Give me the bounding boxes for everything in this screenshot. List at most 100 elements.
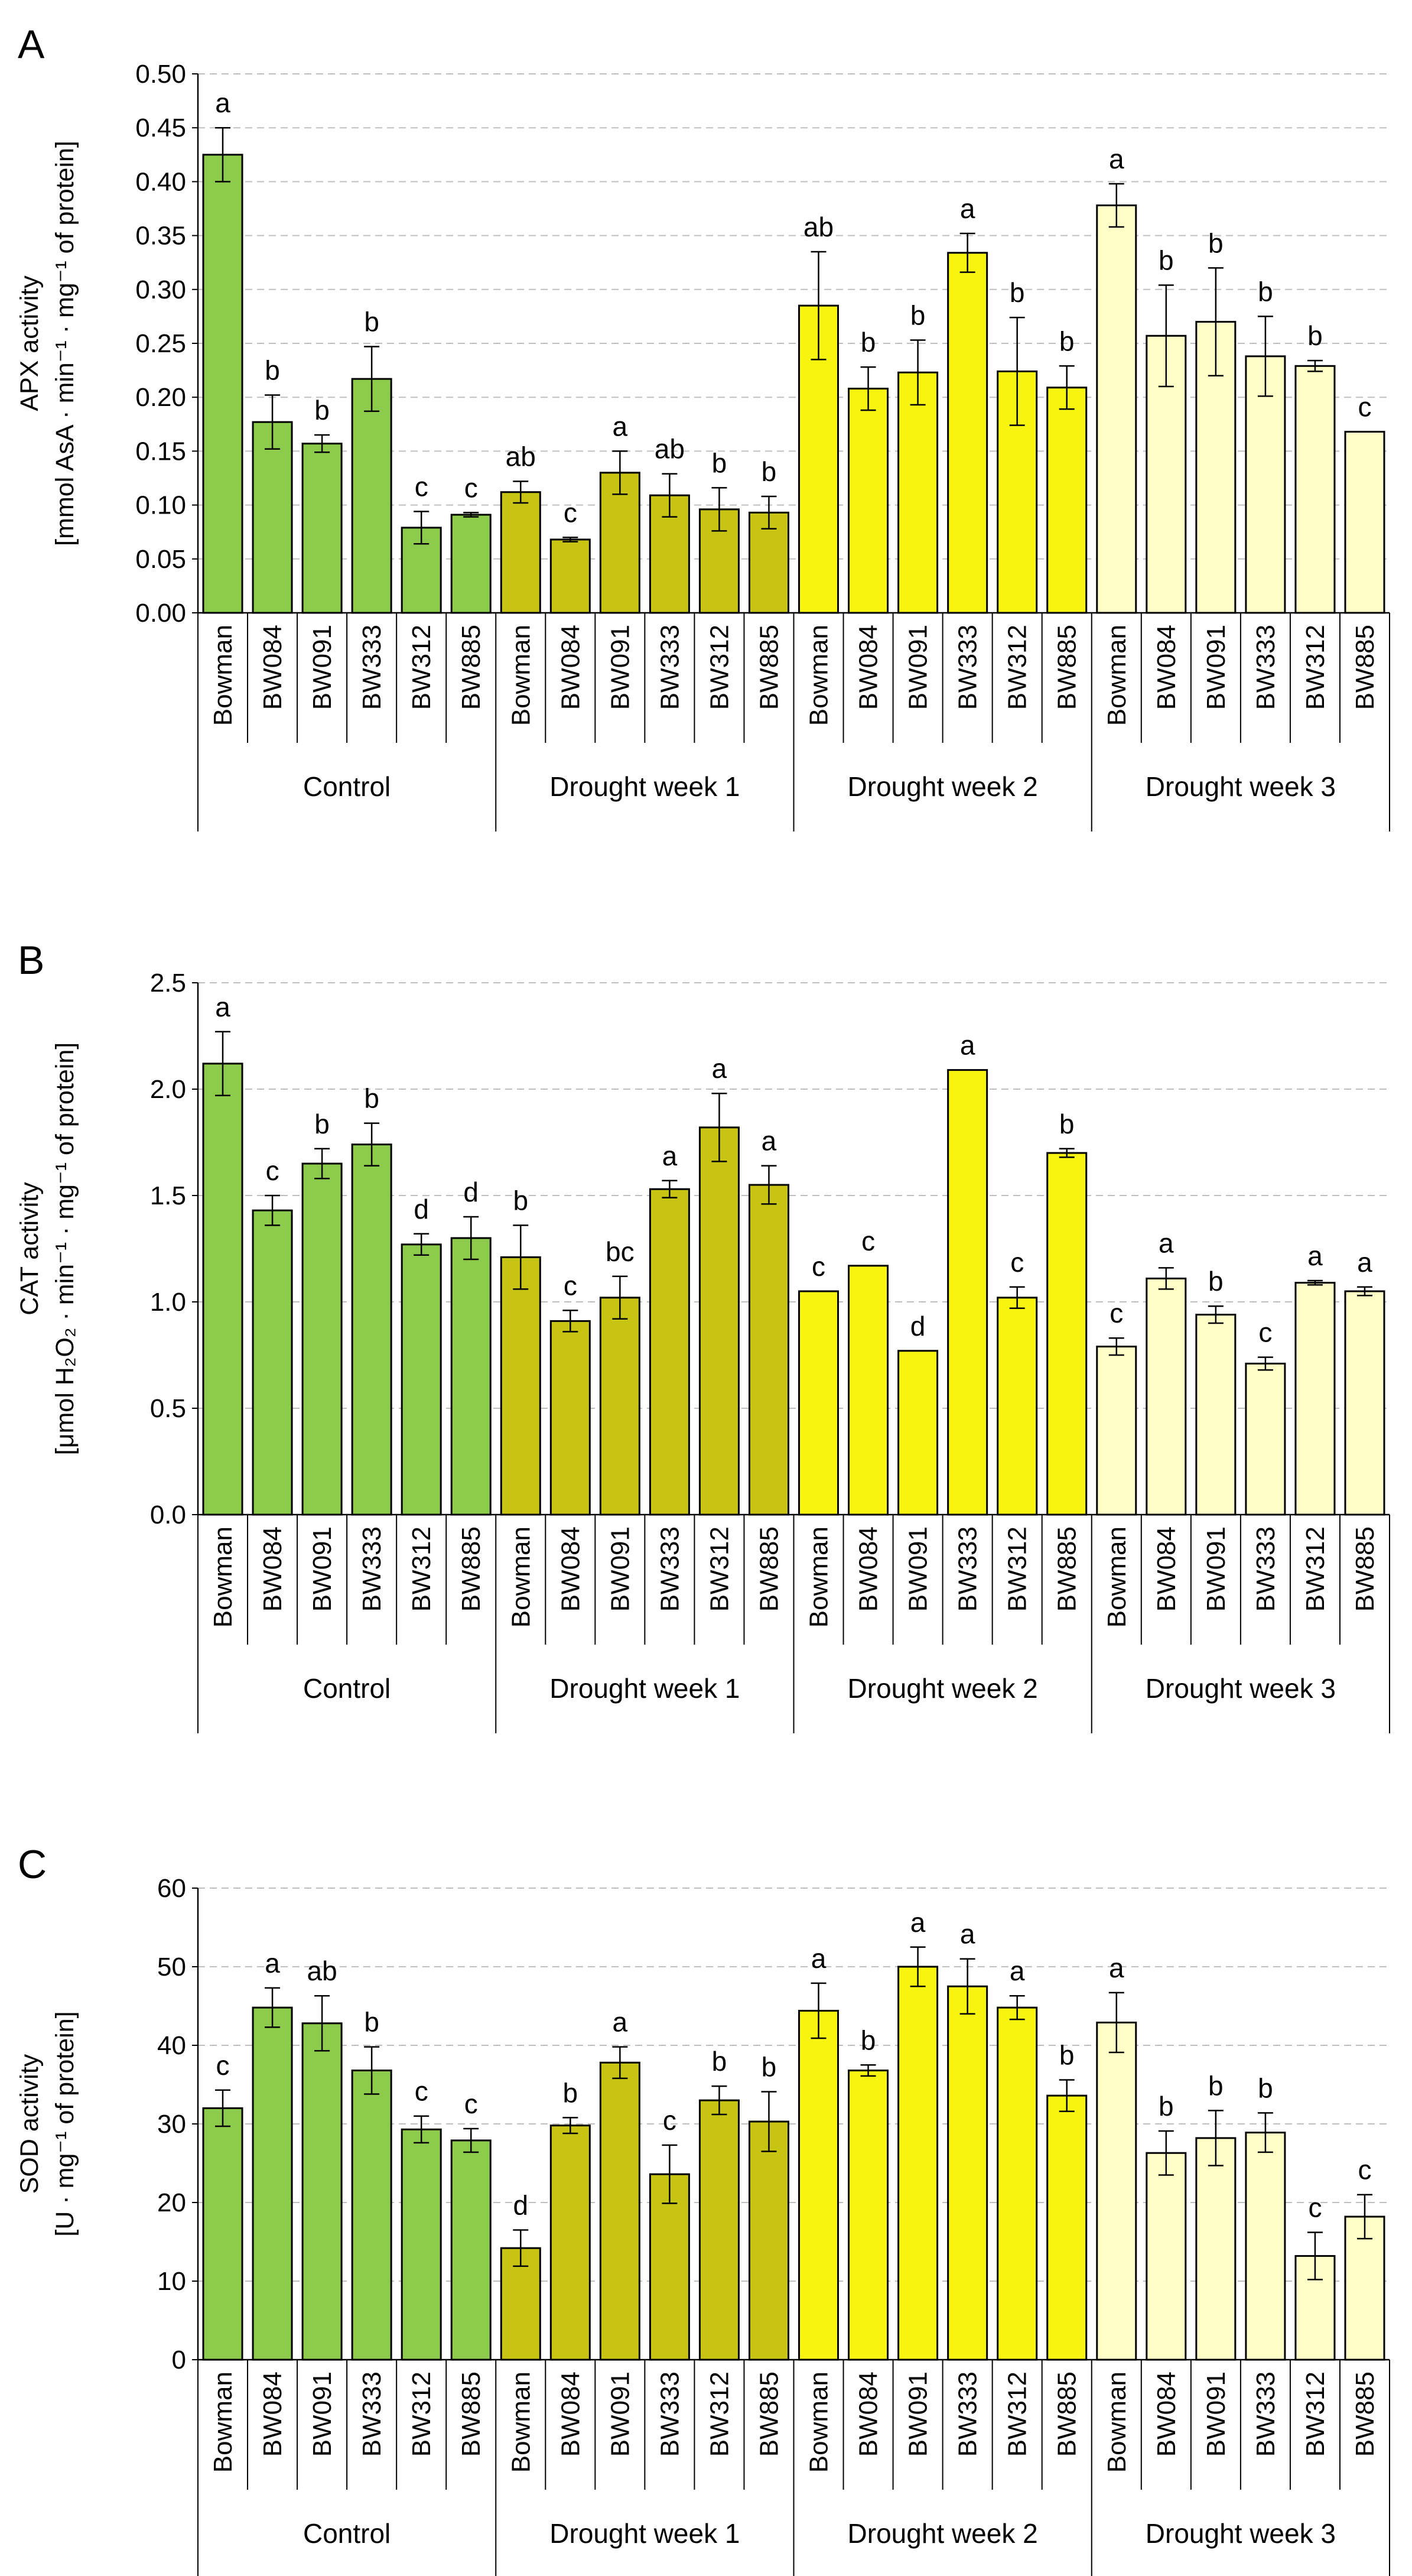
significance-letter: a — [215, 992, 230, 1022]
y-tick-label: 0.15 — [135, 437, 186, 466]
y-tick-label: 20 — [157, 2188, 186, 2217]
significance-letter: c — [415, 2076, 428, 2107]
x-tick-label: BW091 — [1202, 625, 1231, 710]
significance-letter: a — [662, 1141, 678, 1171]
significance-letter: b — [513, 1185, 528, 1216]
x-tick-label: BW091 — [606, 625, 635, 710]
x-tick-label: BW312 — [1301, 1526, 1330, 1612]
bar — [1344, 1290, 1385, 1516]
x-tick-label: Bowman — [1102, 625, 1131, 726]
significance-letter: c — [1358, 392, 1371, 423]
group-label: Drought week 1 — [549, 1673, 740, 1704]
bar — [549, 2125, 591, 2361]
x-tick-label: BW333 — [1251, 1526, 1280, 1612]
bar — [947, 1069, 988, 1516]
bar — [1046, 386, 1088, 614]
x-tick-label: BW312 — [1003, 2372, 1032, 2457]
bar — [649, 1188, 690, 1516]
panel-label: B — [18, 938, 44, 983]
significance-letter: d — [463, 1177, 479, 1207]
bar — [798, 2009, 840, 2361]
significance-letter: b — [910, 300, 926, 331]
significance-letter: b — [762, 456, 777, 487]
significance-letter: b — [1159, 245, 1174, 276]
bar — [1046, 1152, 1088, 1516]
significance-letter: c — [266, 1155, 279, 1186]
significance-letter: b — [861, 2025, 876, 2055]
x-tick-label: Bowman — [506, 1526, 535, 1628]
significance-letter: c — [464, 2088, 478, 2119]
significance-letter: a — [1010, 1955, 1025, 1986]
bar — [997, 2006, 1038, 2361]
y-tick-label: 2.0 — [150, 1075, 186, 1104]
significance-letter: ab — [803, 212, 834, 242]
x-tick-label: BW312 — [407, 625, 436, 710]
y-tick-label: 60 — [157, 1874, 186, 1903]
y-tick-label: 0.20 — [135, 383, 186, 412]
y-axis-title: CAT activity — [15, 1182, 44, 1315]
significance-letter: c — [1258, 1317, 1272, 1348]
bar — [351, 2070, 392, 2361]
panel-a: A 0.00 0.05 0.10 0.15 0.20 0.25 0.30 0.35 0.40 0.4… — [15, 22, 1390, 831]
x-tick-label: BW333 — [655, 625, 684, 710]
bar — [301, 443, 343, 614]
significance-letter: a — [1307, 1240, 1323, 1271]
x-tick-label: BW333 — [357, 2372, 386, 2457]
x-tick-label: BW885 — [1053, 1526, 1082, 1612]
x-tick-label: BW333 — [954, 2372, 982, 2457]
significance-letter: a — [712, 1053, 727, 1084]
bar — [698, 1126, 740, 1516]
x-tick-label: BW091 — [308, 2372, 337, 2457]
bar — [500, 491, 541, 614]
y-tick-label: 0.50 — [135, 60, 186, 89]
x-tick-label: BW084 — [556, 2372, 585, 2457]
bar — [599, 2061, 640, 2361]
y-tick-label: 0.05 — [135, 545, 186, 574]
panel-b: B 0.0 0.5 1.0 1.5 2.0 2.5 CAT activity [μmol H₂O… — [15, 938, 1390, 1733]
y-tick-label: 30 — [157, 2110, 186, 2139]
y-tick-label: 2.5 — [150, 969, 186, 998]
significance-letter: c — [216, 2050, 230, 2081]
significance-letter: c — [564, 497, 577, 528]
y-tick-label: 50 — [157, 1953, 186, 1981]
significance-letter: b — [1010, 277, 1025, 308]
y-tick-label: 0.45 — [135, 113, 186, 142]
x-tick-label: BW084 — [258, 2372, 287, 2457]
y-tick-label: 0.10 — [135, 491, 186, 520]
x-tick-label: BW333 — [655, 2372, 684, 2457]
group-label: Drought week 3 — [1146, 1673, 1336, 1704]
significance-letter: b — [1258, 2073, 1273, 2103]
x-tick-label: Bowman — [1102, 1526, 1131, 1628]
significance-letter: b — [1059, 326, 1075, 356]
significance-letter: b — [364, 2007, 379, 2038]
x-tick-label: BW084 — [556, 625, 585, 710]
y-tick-label: 1.5 — [150, 1181, 186, 1210]
significance-letter: a — [613, 411, 628, 441]
bar — [997, 1297, 1038, 1516]
significance-letter: c — [1110, 1298, 1123, 1328]
y-tick-label: 0.00 — [135, 599, 186, 628]
x-tick-label: BW333 — [1251, 2372, 1280, 2457]
x-tick-label: BW084 — [854, 2372, 883, 2457]
x-tick-label: BW333 — [954, 625, 982, 710]
x-tick-label: BW312 — [1003, 1526, 1032, 1612]
x-tick-label: BW885 — [1351, 625, 1380, 710]
significance-letter: a — [1159, 1227, 1174, 1258]
y-tick-label: 0.5 — [150, 1394, 186, 1423]
x-tick-label: BW091 — [1202, 2372, 1231, 2457]
x-tick-label: Bowman — [1102, 2372, 1131, 2473]
bar — [1146, 1277, 1187, 1516]
x-tick-label: Bowman — [209, 2372, 237, 2473]
significance-letter: a — [960, 193, 975, 224]
significance-letter: b — [762, 2051, 777, 2082]
x-tick-label: BW312 — [705, 2372, 734, 2457]
significance-letter: d — [414, 1194, 429, 1224]
x-tick-label: BW885 — [1351, 1526, 1380, 1612]
bar — [401, 1243, 442, 1516]
bar — [1245, 1362, 1286, 1516]
significance-letter: b — [1307, 320, 1323, 351]
x-tick-label: BW885 — [457, 1526, 486, 1612]
significance-letter: bc — [606, 1236, 635, 1267]
x-tick-label: Bowman — [805, 2372, 834, 2473]
x-tick-label: BW333 — [1251, 625, 1280, 710]
